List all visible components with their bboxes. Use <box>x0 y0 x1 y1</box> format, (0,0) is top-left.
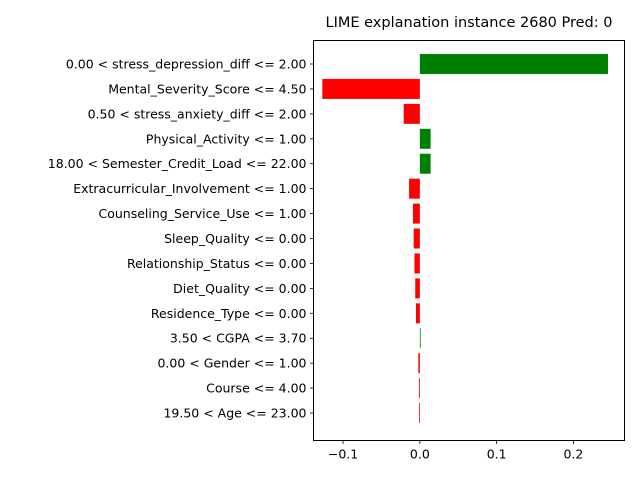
y-tick-label: Diet_Quality <= 0.00 <box>173 281 306 296</box>
x-tick-label: 0.0 <box>410 447 430 462</box>
bar <box>412 203 420 224</box>
bar <box>419 328 421 349</box>
y-tick-label: Counseling_Service_Use <= 1.00 <box>98 206 306 221</box>
bar <box>419 54 608 74</box>
bar <box>416 303 420 324</box>
y-tick-label: Sleep_Quality <= 0.00 <box>164 231 306 246</box>
y-tick-label: Mental_Severity_Score <= 4.50 <box>108 81 306 96</box>
y-tick-label: 19.50 < Age <= 23.00 <box>163 406 306 421</box>
y-tick-label: Extracurricular_Involvement <= 1.00 <box>73 181 306 196</box>
y-tick-label: Physical_Activity <= 1.00 <box>146 131 307 146</box>
bar <box>322 78 420 99</box>
plot-frame <box>313 40 625 441</box>
x-tick-label: −0.1 <box>328 447 358 462</box>
y-tick-label: 18.00 < Semester_Credit_Load <= 22.00 <box>48 156 307 171</box>
y-tick-label: 3.50 < CGPA <= 3.70 <box>170 331 307 346</box>
bar <box>419 378 420 399</box>
chart-title: LIME explanation instance 2680 Pred: 0 <box>326 15 613 31</box>
bars-group <box>322 54 608 424</box>
bar <box>413 228 420 249</box>
y-tick-label: Relationship_Status <= 0.00 <box>127 256 307 271</box>
y-tick-label: Residence_Type <= 0.00 <box>151 306 307 321</box>
bar <box>403 103 420 124</box>
bar <box>419 153 431 174</box>
x-ticks: −0.1 0.0 0.1 0.2 <box>328 440 583 462</box>
y-tick-label: 0.00 < stress_depression_diff <= 2.00 <box>66 57 307 72</box>
bar <box>419 128 431 149</box>
y-tick-label: 0.50 < stress_anxiety_diff <= 2.00 <box>88 106 307 121</box>
y-tick-labels: 0.00 < stress_depression_diff <= 2.00 Men… <box>48 57 314 421</box>
bar <box>414 253 420 274</box>
bar <box>415 278 420 299</box>
y-tick-label: Course <= 4.00 <box>206 381 306 396</box>
y-tick-label: 0.00 < Gender <= 1.00 <box>157 356 306 371</box>
x-tick-label: 0.1 <box>487 447 507 462</box>
bar <box>419 403 420 424</box>
bar <box>418 353 420 374</box>
x-tick-label: 0.2 <box>563 447 583 462</box>
bar <box>409 178 420 199</box>
